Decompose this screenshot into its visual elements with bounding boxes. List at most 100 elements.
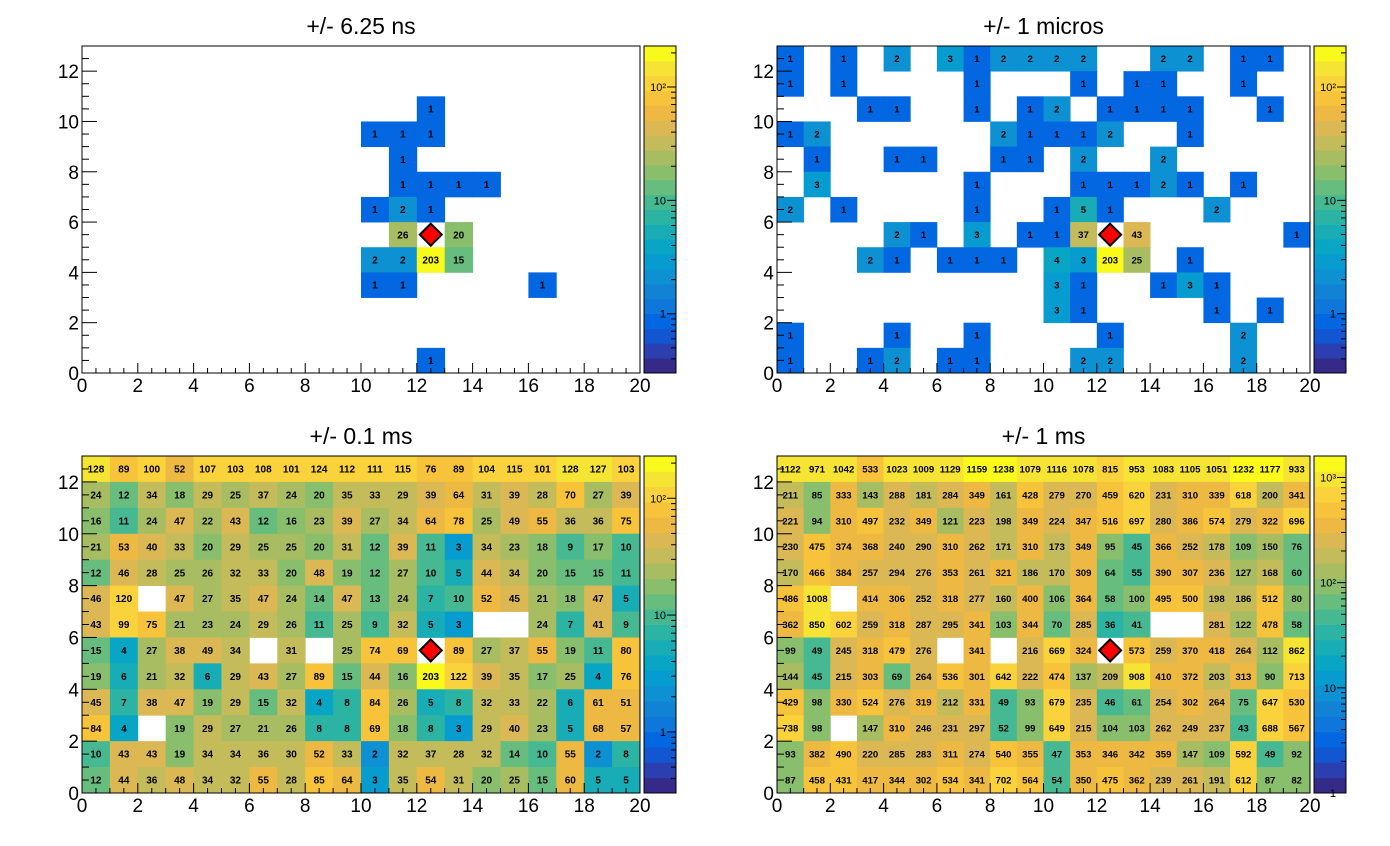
colorbar-segment	[1314, 747, 1346, 763]
heatmap-cell	[1150, 715, 1178, 742]
cell-label: 168	[1262, 568, 1279, 579]
cell-label: 10	[425, 568, 437, 579]
heatmap-cell	[137, 507, 167, 535]
heatmap-cell	[333, 559, 362, 587]
heatmap-cell	[584, 456, 613, 483]
heatmap-cell	[963, 585, 991, 612]
cell-label: 45	[509, 594, 521, 605]
heatmap-cell	[333, 663, 362, 690]
cell-label: 8	[344, 698, 350, 709]
heatmap-cell	[1176, 741, 1204, 768]
cell-label: 9	[567, 542, 573, 553]
cell-label: 287	[916, 620, 932, 631]
heatmap-cell	[109, 663, 139, 690]
colorbar-segment	[644, 456, 676, 472]
heatmap-cell	[830, 533, 858, 561]
cell-label: 44	[369, 672, 381, 683]
heatmap-cell	[1256, 96, 1284, 122]
cell-label: 55	[258, 776, 270, 787]
cell-label: 1	[974, 180, 980, 191]
cell-label: 200	[1262, 490, 1278, 501]
cell-label: 37	[425, 750, 437, 761]
cell-label: 1	[1267, 104, 1273, 115]
cell-label: 294	[889, 568, 906, 579]
cell-label: 203	[422, 255, 439, 266]
heatmap-cell	[963, 96, 991, 122]
cell-label: 281	[1209, 620, 1226, 631]
cell-label: 259	[862, 620, 878, 631]
cell-label: 301	[969, 672, 986, 683]
y-tick-label: 0	[763, 784, 774, 805]
cell-label: 1105	[1180, 464, 1201, 475]
heatmap-cell	[361, 611, 390, 638]
heatmap-cell	[990, 46, 1018, 72]
cell-label: 1079	[1020, 464, 1041, 475]
heatmap-cell	[1016, 507, 1044, 535]
heatmap-cell	[803, 456, 831, 483]
cell-label: 27	[286, 672, 298, 683]
heatmap-cell	[936, 247, 964, 273]
heatmap-cell	[556, 533, 585, 561]
cell-label: 1	[1241, 54, 1247, 65]
cell-label: 815	[1102, 464, 1119, 475]
cell-label: 40	[146, 542, 158, 553]
heatmap-cell	[1016, 559, 1044, 587]
heatmap-cell	[305, 715, 334, 742]
heatmap-cell	[444, 689, 473, 716]
colorbar-segment	[644, 609, 676, 625]
cell-label: 15	[453, 255, 465, 266]
cell-label: 23	[537, 724, 549, 735]
heatmap-cell	[1043, 297, 1071, 324]
colorbar-segment	[644, 239, 676, 255]
heatmap-cell	[165, 533, 194, 561]
heatmap-cell	[1043, 196, 1071, 223]
cell-label: 68	[593, 724, 605, 735]
cell-label: 1	[428, 205, 434, 216]
cell-label: 418	[1209, 646, 1226, 657]
cell-label: 1	[372, 281, 378, 292]
x-tick-label: 20	[629, 796, 650, 817]
cell-label: 49	[202, 646, 214, 657]
cell-label: 216	[1022, 646, 1038, 657]
colorbar-segment	[644, 547, 676, 564]
cell-label: 592	[1235, 750, 1251, 761]
y-tick-label: 10	[753, 112, 774, 133]
heatmap-cell	[1203, 456, 1231, 483]
chart-title: +/- 1 micros	[983, 13, 1104, 39]
cell-label: 69	[369, 724, 381, 735]
cell-label: 18	[565, 594, 577, 605]
cell-label: 14	[314, 594, 326, 605]
heatmap-cell	[165, 663, 194, 690]
heatmap-cell	[444, 171, 473, 198]
colorbar-segment	[1314, 194, 1346, 210]
cell-label: 1	[428, 104, 434, 115]
cell-label: 87	[785, 775, 796, 786]
cell-label: 384	[836, 568, 853, 579]
cell-label: 100	[1129, 594, 1145, 605]
heatmap-cell	[221, 456, 250, 483]
heatmap-cell	[221, 741, 250, 768]
cell-label: 1129	[940, 464, 961, 475]
cell-label: 25	[230, 490, 242, 501]
heatmap-cell	[584, 611, 613, 638]
heatmap-cell	[1016, 46, 1044, 72]
heatmap-cell	[612, 533, 641, 561]
cell-label: 35	[509, 672, 521, 683]
heatmap-cell	[500, 481, 529, 509]
heatmap-cell	[803, 585, 831, 612]
cell-label: 29	[230, 672, 242, 683]
heatmap-cell	[1096, 196, 1124, 223]
cell-label: 2	[1187, 54, 1192, 65]
heatmap-cell	[803, 637, 831, 664]
heatmap-cell	[830, 507, 858, 535]
heatmap-cell	[137, 456, 167, 483]
colorbar-segment	[644, 46, 676, 62]
cell-label: 478	[1262, 620, 1279, 631]
heatmap-cell	[472, 689, 501, 716]
heatmap-cell	[1256, 637, 1284, 664]
heatmap-cell	[277, 689, 306, 716]
cell-label: 6	[121, 672, 127, 683]
y-tick-label: 4	[68, 680, 79, 701]
cell-label: 237	[1209, 724, 1225, 735]
heatmap-cell	[936, 456, 964, 483]
